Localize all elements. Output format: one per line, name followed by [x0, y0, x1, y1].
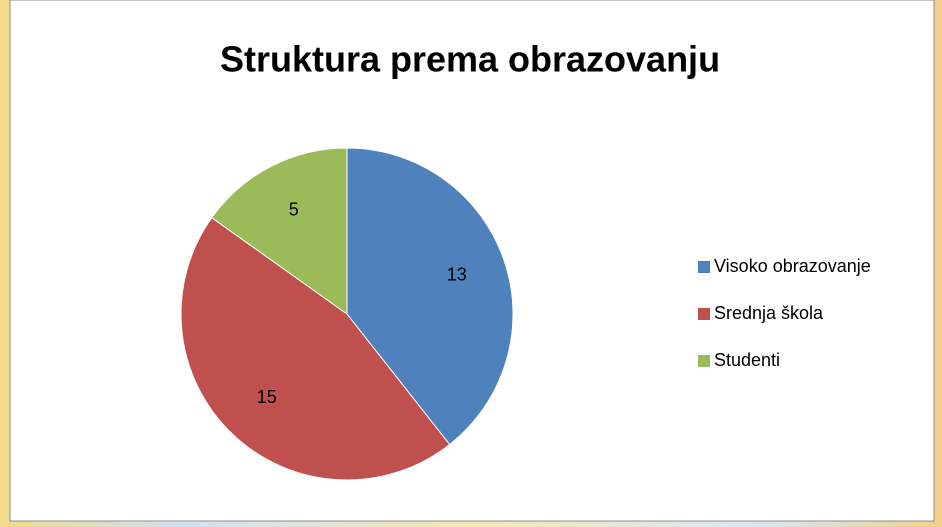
legend-swatch — [698, 355, 710, 367]
pie-slice — [346, 147, 514, 446]
data-label: 15 — [257, 387, 277, 407]
pie-slice — [211, 147, 348, 315]
legend-label: Visoko obrazovanje — [714, 256, 871, 276]
data-label: 13 — [447, 265, 467, 285]
legend-swatch — [698, 261, 710, 273]
legend-swatch — [698, 308, 710, 320]
pie-slice — [180, 217, 451, 481]
legend-label: Studenti — [714, 350, 780, 370]
chart-title: Struktura prema obrazovanju — [220, 39, 720, 80]
data-label: 5 — [289, 199, 299, 219]
legend-label: Srednja škola — [714, 303, 824, 323]
